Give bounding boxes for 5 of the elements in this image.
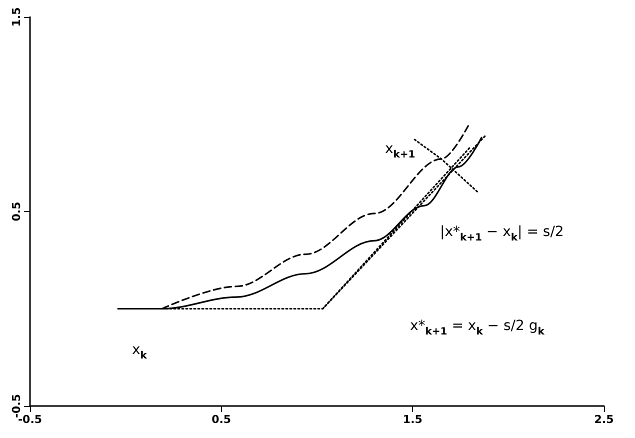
x-tick-label: 2.5	[594, 413, 614, 426]
x-tick-label: 0.5	[212, 413, 232, 426]
y-tick-label: 1.5	[10, 7, 23, 27]
y-tick-label: 0.5	[10, 202, 23, 222]
x-tick-label: 1.5	[402, 413, 422, 426]
